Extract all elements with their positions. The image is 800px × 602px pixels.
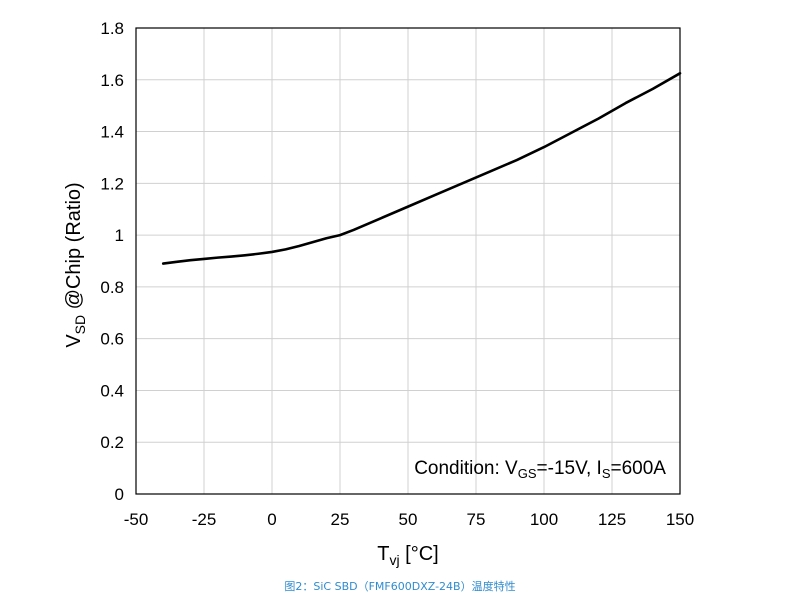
x-tick-label: 125 [598, 510, 626, 529]
y-tick-label: 1 [115, 226, 124, 245]
x-tick-label: 0 [267, 510, 276, 529]
y-tick-label: 0.8 [100, 278, 124, 297]
y-tick-label: 1.8 [100, 19, 124, 38]
figure-caption: 图2：SiC SBD（FMF600DXZ-24B）温度特性 [284, 580, 516, 593]
y-tick-label: 0.4 [100, 381, 124, 400]
x-tick-label: -25 [192, 510, 217, 529]
y-tick-label: 1.6 [100, 71, 124, 90]
x-tick-label: 100 [530, 510, 558, 529]
y-tick-label: 1.2 [100, 174, 124, 193]
x-tick-label: 150 [666, 510, 694, 529]
x-tick-label: -50 [124, 510, 149, 529]
x-tick-label: 50 [399, 510, 418, 529]
series-line [161, 72, 682, 265]
grid [135, 27, 681, 495]
chart: 0 0.2 0.4 0.6 0.8 1 1.2 1.4 1.6 1.8 -50 -25 0 25 50 75 1… [63, 19, 694, 568]
y-tick-label: 0.6 [100, 330, 124, 349]
x-tick-label: 25 [331, 510, 350, 529]
y-tick-label: 0 [115, 485, 124, 504]
tick-labels: 0 0.2 0.4 0.6 0.8 1 1.2 1.4 1.6 1.8 -50 -25 0 25 50 75 1… [100, 19, 694, 529]
condition-annotation: Condition: VGS=-15V, IS=600A [414, 458, 666, 481]
y-axis-title: VSD @Chip (Ratio) [63, 182, 88, 347]
series-layer [161, 72, 682, 265]
x-axis-title: Tvj [°C] [377, 543, 438, 568]
plot-frame [135, 27, 681, 495]
y-tick-label: 1.4 [100, 123, 124, 142]
x-tick-label: 75 [467, 510, 486, 529]
y-tick-label: 0.2 [100, 433, 124, 452]
